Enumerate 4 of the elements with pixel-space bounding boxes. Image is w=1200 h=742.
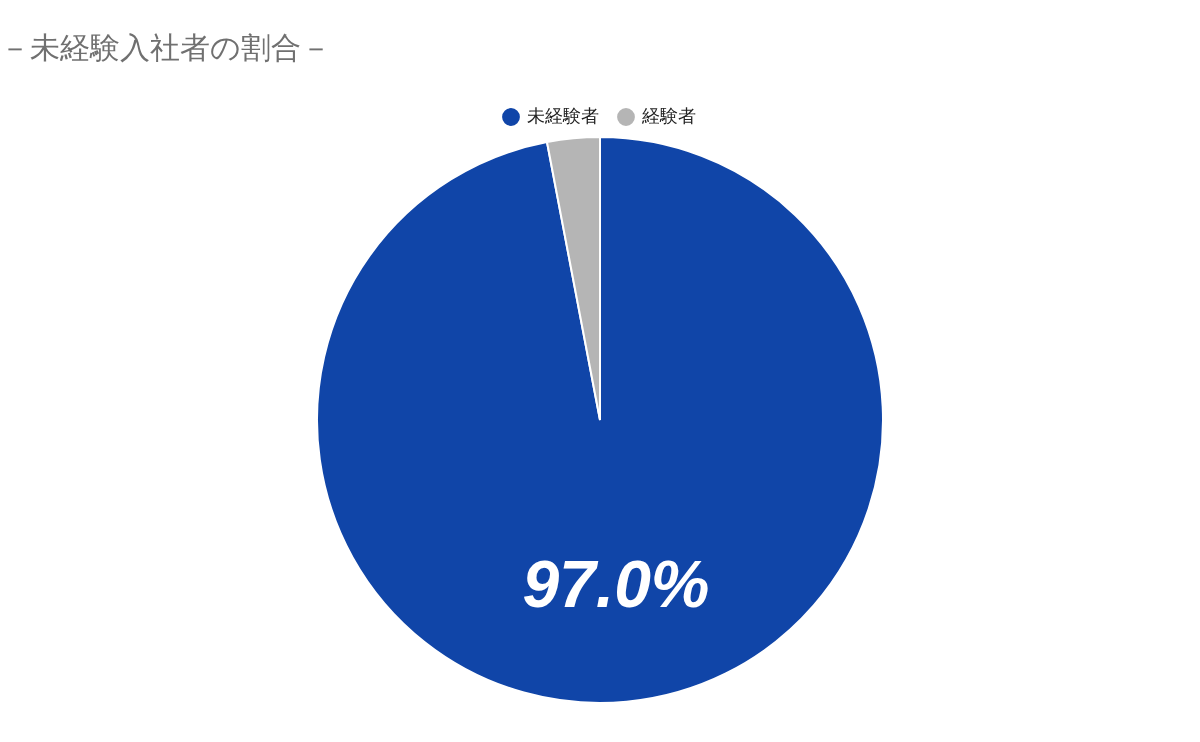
- data-label: 97.0%: [522, 547, 710, 622]
- legend-label: 未経験者: [527, 104, 599, 126]
- chart-title: －未経験入社者の割合－: [0, 29, 331, 65]
- legend-label: 経験者: [641, 104, 696, 126]
